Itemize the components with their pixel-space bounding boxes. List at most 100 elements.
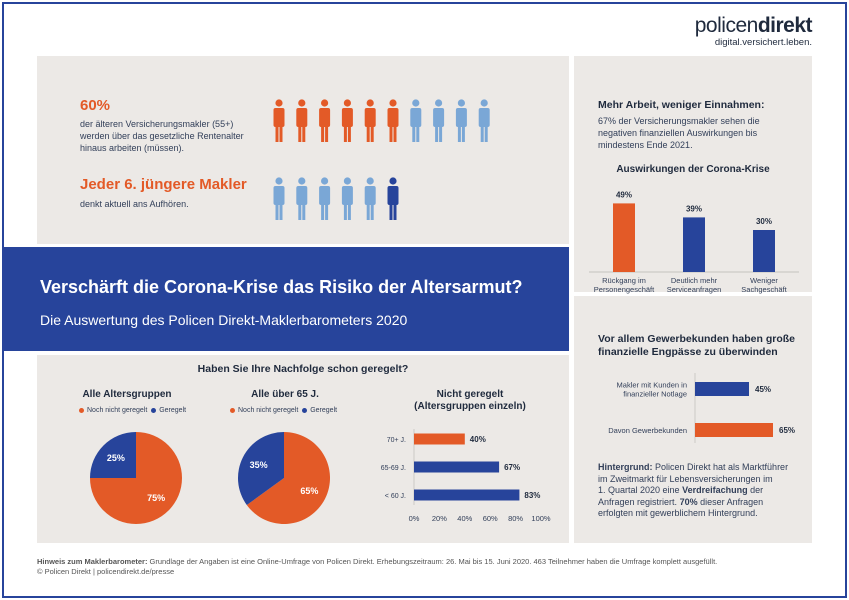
background-text: Hintergrund: Policen Direkt hat als Mark… xyxy=(598,462,803,520)
x-tick-label: 80% xyxy=(508,514,523,523)
person-icon xyxy=(273,99,285,142)
bar-value-label: 67% xyxy=(504,463,520,472)
bar-value-label: 83% xyxy=(524,491,540,500)
category-label: finanzieller Notlage xyxy=(623,390,687,399)
category-label: Weniger xyxy=(750,276,778,285)
category-label: 65-69 J. xyxy=(381,465,406,472)
pie2-title: Alle über 65 J. xyxy=(251,389,319,400)
stat2-people-icons xyxy=(273,177,399,220)
person-icon xyxy=(273,177,285,220)
legend-blue-dot xyxy=(151,407,157,413)
banner-subtitle: Die Auswertung des Policen Direkt-Makler… xyxy=(40,312,408,328)
impact-text-line: negativen finanziellen Auswirkungen bis xyxy=(598,128,758,138)
person-icon xyxy=(364,177,376,220)
category-label: Rückgang im xyxy=(602,276,646,285)
person-icon xyxy=(319,177,331,220)
stat2-headline: Jeder 6. jüngere Makler xyxy=(80,176,247,193)
pie1-legend: Noch nicht geregelt Geregelt xyxy=(79,407,186,414)
bar xyxy=(414,489,520,501)
background-line: im Zweitmarkt für Lebensversicherungen i… xyxy=(598,473,773,484)
footer: Hinweis zum Maklerbarometer: Grundlage d… xyxy=(37,557,717,577)
person-icon xyxy=(364,99,376,142)
x-tick-label: 0% xyxy=(409,514,420,523)
category-label: Davon Gewerbekunden xyxy=(608,426,687,435)
person-icon xyxy=(341,99,353,142)
bar xyxy=(414,461,500,473)
nachfolge-title: Haben Sie Ihre Nachfolge schon geregelt? xyxy=(197,363,409,375)
logo-brand-bold: direkt xyxy=(757,14,813,37)
legend-orange-dot xyxy=(79,407,84,413)
person-icon xyxy=(296,99,308,142)
bars3-title-line: (Altersgruppen einzeln) xyxy=(414,401,526,412)
bar xyxy=(414,433,465,445)
bars3-title-line: Nicht geregelt xyxy=(436,389,504,400)
gewerbe-panel xyxy=(574,296,812,543)
headline-banner: Verschärft die Corona-Krise das Risiko d… xyxy=(4,247,569,351)
background-line: Anfragen registriert. xyxy=(598,496,678,507)
footer-label: Hinweis zum Maklerbarometer: xyxy=(37,557,148,566)
logo-tagline: digital.versichert.leben. xyxy=(714,37,812,48)
legend-orange-dot xyxy=(230,407,235,413)
background-line: erfolgten mit gewerblichem Hintergrund. xyxy=(598,508,758,518)
bar-value-label: 39% xyxy=(686,204,702,213)
category-label: Serviceanfragen xyxy=(667,285,722,294)
gewerbe-heading-line: Vor allem Gewerbekunden haben große xyxy=(598,333,796,345)
impact-heading: Mehr Arbeit, weniger Einnahmen: xyxy=(598,99,765,111)
person-icon xyxy=(455,99,467,142)
logo: policendirekt digital.versichert.leben. xyxy=(694,14,813,48)
pie-slice xyxy=(90,432,136,478)
impact-text-line: mindestens Ende 2021. xyxy=(598,140,693,150)
bar-value-label: 49% xyxy=(616,190,632,199)
person-icon xyxy=(433,99,445,142)
category-label: Deutlich mehr xyxy=(671,276,718,285)
stat1-headline: 60% xyxy=(80,97,111,114)
pie2-chart: 65% 35% xyxy=(238,432,330,524)
category-label: < 60 J. xyxy=(385,493,406,500)
bars3-title: Nicht geregelt (Altersgruppen einzeln) xyxy=(395,389,545,413)
person-icon xyxy=(319,99,331,142)
person-icon xyxy=(387,177,399,220)
background-line: 1. Quartal 2020 eine xyxy=(598,485,680,495)
x-tick-label: 60% xyxy=(483,514,498,523)
pie1-chart: 75% 25% xyxy=(90,432,182,524)
stat1-text-line: werden über das gesetzliche Rentenalter xyxy=(80,131,244,141)
pie-value-label: 75% xyxy=(147,493,165,503)
bar xyxy=(695,423,773,437)
background-line: der xyxy=(750,485,764,495)
legend-label: Noch nicht geregelt xyxy=(87,407,148,414)
bar xyxy=(613,203,635,272)
bar xyxy=(753,230,775,272)
pie2-legend: Noch nicht geregelt Geregelt xyxy=(230,407,337,414)
bar-value-label: 65% xyxy=(779,426,795,435)
logo-brand-light: policen xyxy=(694,14,759,37)
person-icon xyxy=(387,99,399,142)
stat1-people-icons xyxy=(273,99,490,142)
legend-label: Geregelt xyxy=(310,407,338,414)
pie-value-label: 25% xyxy=(107,453,125,463)
bar-value-label: 40% xyxy=(470,435,486,444)
background-label: Hintergrund: xyxy=(598,462,653,472)
stat1-text-line: der älteren Versicherungsmakler (55+) xyxy=(80,119,234,129)
banner-title: Verschärft die Corona-Krise das Risiko d… xyxy=(40,277,523,297)
pie1-title: Alle Altersgruppen xyxy=(82,389,172,400)
x-tick-label: 100% xyxy=(531,514,551,523)
pie-slice xyxy=(246,432,330,524)
category-label: Makler mit Kunden in xyxy=(617,381,687,390)
background-emphasis: 70% xyxy=(679,496,698,507)
bar xyxy=(683,217,705,272)
x-tick-label: 20% xyxy=(432,514,447,523)
gewerbe-heading-line: finanzielle Engpässe zu überwinden xyxy=(598,346,778,358)
impact-text: 67% der Versicherungsmakler sehen die ne… xyxy=(598,115,760,151)
x-tick-label: 40% xyxy=(457,514,472,523)
background-line: dieser Anfragen xyxy=(700,496,764,507)
person-icon xyxy=(296,177,308,220)
background-emphasis: Verdreifachung xyxy=(682,485,748,495)
footer-copyright: © Policen Direkt | policendirekt.de/pres… xyxy=(37,567,175,576)
legend-label: Noch nicht geregelt xyxy=(238,407,299,414)
footer-text: Grundlage der Angaben ist eine Online-Um… xyxy=(149,557,718,566)
impact-chart-title: Auswirkungen der Corona-Krise xyxy=(616,164,770,175)
background-line: Policen Direkt hat als Marktführer xyxy=(655,462,789,472)
